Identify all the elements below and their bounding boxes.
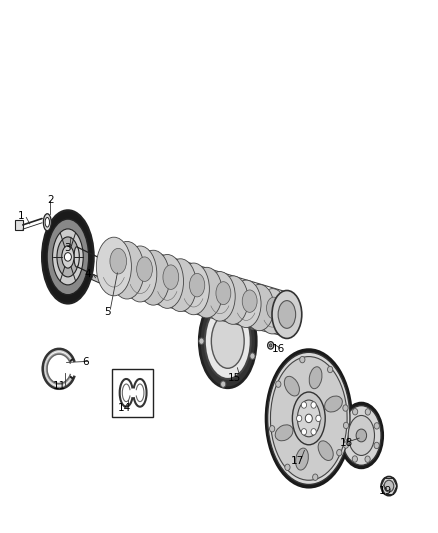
Ellipse shape bbox=[151, 255, 184, 308]
Ellipse shape bbox=[244, 285, 274, 330]
Ellipse shape bbox=[137, 257, 152, 281]
Ellipse shape bbox=[43, 214, 51, 231]
Text: 18: 18 bbox=[339, 439, 353, 448]
Ellipse shape bbox=[110, 241, 144, 299]
Circle shape bbox=[199, 338, 204, 344]
Text: 14: 14 bbox=[118, 403, 131, 413]
Text: 1: 1 bbox=[18, 211, 25, 221]
Text: 17: 17 bbox=[291, 456, 304, 466]
Circle shape bbox=[269, 344, 272, 347]
Ellipse shape bbox=[348, 416, 374, 455]
Ellipse shape bbox=[258, 289, 287, 334]
Circle shape bbox=[221, 381, 226, 387]
Ellipse shape bbox=[216, 281, 231, 305]
Text: 6: 6 bbox=[82, 358, 89, 367]
Ellipse shape bbox=[164, 259, 196, 311]
Text: 11: 11 bbox=[53, 382, 66, 391]
Ellipse shape bbox=[96, 237, 131, 296]
Circle shape bbox=[64, 253, 71, 261]
Ellipse shape bbox=[318, 441, 333, 461]
Circle shape bbox=[343, 442, 349, 448]
Ellipse shape bbox=[325, 396, 343, 412]
Circle shape bbox=[221, 295, 226, 301]
Ellipse shape bbox=[270, 292, 299, 337]
Circle shape bbox=[311, 429, 316, 435]
Bar bbox=[15, 220, 23, 230]
Ellipse shape bbox=[242, 290, 257, 312]
Ellipse shape bbox=[218, 276, 248, 324]
Circle shape bbox=[250, 323, 255, 329]
Circle shape bbox=[285, 464, 290, 471]
Circle shape bbox=[301, 429, 307, 435]
Ellipse shape bbox=[309, 367, 322, 389]
Circle shape bbox=[374, 423, 379, 429]
Ellipse shape bbox=[266, 350, 351, 487]
Ellipse shape bbox=[231, 280, 261, 327]
Ellipse shape bbox=[74, 247, 79, 267]
Text: 2: 2 bbox=[47, 195, 54, 205]
Circle shape bbox=[337, 449, 342, 456]
Circle shape bbox=[305, 414, 312, 423]
Circle shape bbox=[276, 381, 281, 387]
Ellipse shape bbox=[53, 229, 83, 285]
Circle shape bbox=[343, 405, 348, 411]
Circle shape bbox=[250, 353, 255, 359]
Ellipse shape bbox=[340, 403, 383, 468]
Ellipse shape bbox=[199, 294, 256, 388]
Ellipse shape bbox=[275, 425, 293, 441]
Circle shape bbox=[365, 409, 371, 415]
Ellipse shape bbox=[278, 301, 296, 328]
Ellipse shape bbox=[272, 290, 302, 338]
Circle shape bbox=[316, 415, 321, 422]
Text: 3: 3 bbox=[64, 243, 71, 253]
Ellipse shape bbox=[296, 448, 308, 470]
Circle shape bbox=[365, 456, 370, 463]
Ellipse shape bbox=[205, 303, 251, 379]
Ellipse shape bbox=[137, 251, 170, 305]
Circle shape bbox=[343, 422, 349, 429]
Ellipse shape bbox=[62, 246, 74, 268]
Circle shape bbox=[311, 402, 316, 408]
Text: 15: 15 bbox=[228, 374, 241, 383]
Circle shape bbox=[297, 415, 302, 422]
Bar bbox=[92, 274, 101, 283]
Ellipse shape bbox=[42, 211, 94, 304]
Circle shape bbox=[352, 456, 357, 462]
Ellipse shape bbox=[284, 376, 300, 396]
Text: 5: 5 bbox=[104, 307, 111, 317]
Circle shape bbox=[384, 480, 394, 492]
Ellipse shape bbox=[292, 392, 325, 445]
Bar bbox=[112, 369, 153, 417]
Ellipse shape bbox=[189, 273, 205, 297]
Text: 4: 4 bbox=[84, 270, 91, 279]
Ellipse shape bbox=[297, 400, 320, 437]
Circle shape bbox=[268, 342, 274, 349]
Ellipse shape bbox=[205, 271, 235, 321]
Circle shape bbox=[269, 425, 275, 432]
Circle shape bbox=[353, 408, 358, 415]
Text: 19: 19 bbox=[379, 487, 392, 496]
Ellipse shape bbox=[268, 352, 350, 484]
Circle shape bbox=[300, 357, 305, 363]
Ellipse shape bbox=[163, 265, 179, 289]
Ellipse shape bbox=[211, 314, 244, 368]
Ellipse shape bbox=[178, 263, 209, 314]
Ellipse shape bbox=[270, 357, 347, 480]
Text: 16: 16 bbox=[272, 344, 285, 354]
Circle shape bbox=[301, 402, 307, 408]
Circle shape bbox=[328, 366, 333, 373]
Circle shape bbox=[313, 474, 318, 480]
Ellipse shape bbox=[124, 246, 157, 302]
Circle shape bbox=[356, 429, 367, 442]
Ellipse shape bbox=[45, 217, 49, 227]
Ellipse shape bbox=[266, 297, 281, 319]
Circle shape bbox=[374, 442, 379, 449]
Ellipse shape bbox=[110, 248, 127, 274]
Ellipse shape bbox=[191, 267, 222, 318]
Circle shape bbox=[381, 477, 397, 496]
Ellipse shape bbox=[342, 406, 381, 465]
Ellipse shape bbox=[57, 237, 79, 277]
Ellipse shape bbox=[47, 219, 88, 295]
